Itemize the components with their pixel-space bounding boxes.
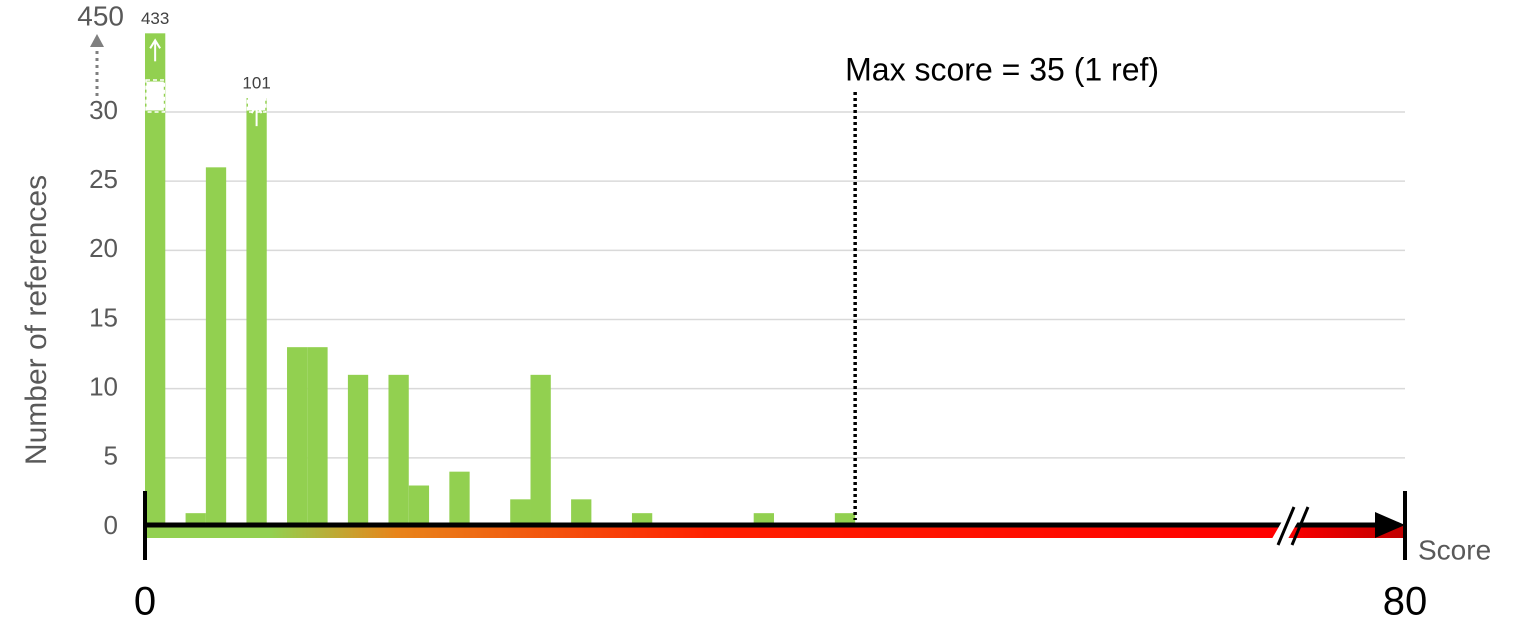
y-tick-label: 15 xyxy=(89,302,118,332)
bar xyxy=(530,374,551,527)
annotation: Max score = 35 (1 ref) xyxy=(845,51,1159,87)
bar xyxy=(246,98,267,527)
y-tick-label: 0 xyxy=(104,510,118,540)
bar xyxy=(347,374,369,527)
bar xyxy=(449,471,470,527)
bar xyxy=(205,167,227,528)
y-tick-label: 30 xyxy=(89,95,118,125)
data-label: 101 xyxy=(242,74,270,93)
bar xyxy=(388,374,409,527)
y-axis-label: Number of references xyxy=(20,175,53,465)
bar-arrowhead xyxy=(149,38,161,49)
data-label: 433 xyxy=(141,9,169,28)
bar xyxy=(408,485,430,527)
y-tick-label: 5 xyxy=(104,441,118,471)
y-break-arrowhead xyxy=(90,34,104,47)
x-axis-arrowhead xyxy=(1375,512,1405,538)
x-axis-label: Score xyxy=(1418,534,1491,565)
bar xyxy=(287,347,308,527)
bar-break-outline xyxy=(145,79,166,113)
axis-break xyxy=(1276,506,1296,546)
y-tick-label: 20 xyxy=(89,233,118,263)
bar xyxy=(307,347,328,527)
y-tick-label: 10 xyxy=(89,372,118,402)
bar xyxy=(510,499,531,527)
bar-break xyxy=(146,81,164,111)
x-tick-label: 0 xyxy=(134,580,156,624)
bar-arrowhead xyxy=(250,103,263,114)
bar xyxy=(571,499,592,527)
y-tick-label: 450 xyxy=(77,0,124,31)
score-gradient xyxy=(145,525,1405,538)
axis-break xyxy=(1290,506,1310,546)
y-tick-label: 25 xyxy=(89,164,118,194)
x-tick-label: 80 xyxy=(1383,580,1428,624)
bar xyxy=(145,33,166,528)
